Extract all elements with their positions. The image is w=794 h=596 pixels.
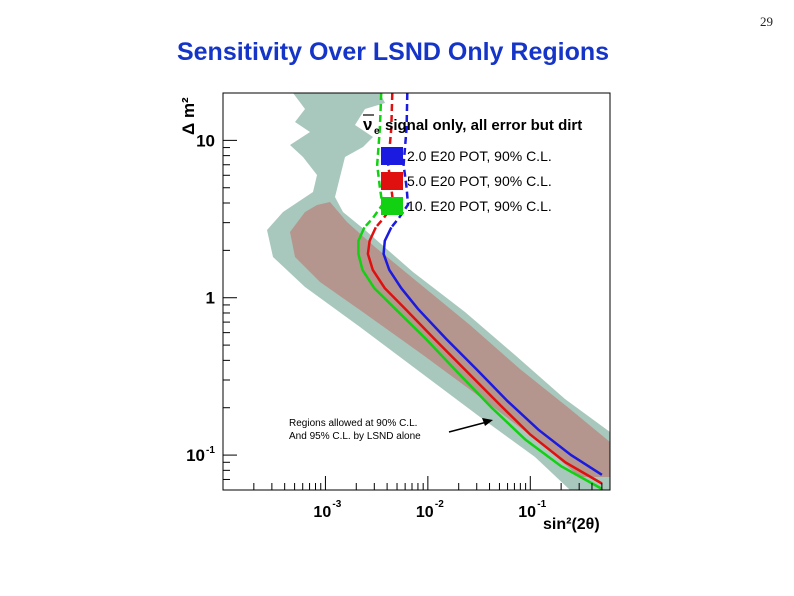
series-line-1-dashed [390,92,410,229]
y-tick-label-3: 10 [196,131,215,150]
x-tick-label-1: 10 [313,504,331,521]
annotation: Regions allowed at 90% C.L. And 95% C.L.… [289,418,493,442]
plot-title: ν e signal only, all error but dirt [363,114,582,137]
y-axis-label: Δ m² [179,97,198,135]
legend-label-1: 2.0 E20 POT, 90% C.L. [407,148,552,164]
legend-swatch-green [381,197,403,215]
annotation-line-1: Regions allowed at 90% C.L. [289,418,417,429]
series-line-1 [382,226,603,476]
legend-label-2: 5.0 E20 POT, 90% C.L. [407,173,552,189]
series-line-3 [357,226,603,490]
series-line-3-dashed [363,92,384,229]
plot-title-sub: e [374,126,380,137]
annotation-line-2: And 95% C.L. by LSND alone [289,431,421,442]
plot-title-nu: ν [363,115,372,134]
legend-swatch-red [381,172,403,190]
lsnd-region-90 [290,202,610,477]
x-axis-label: sin²(2θ) [543,516,600,533]
x-tick-label-3: 10 [518,504,536,521]
x-tick-label-exp-1: -3 [332,499,341,510]
series-line-2 [366,226,603,485]
legend-swatch-blue [381,147,403,165]
x-tick-label-2: 10 [416,504,434,521]
y-tick-label-2: 1 [206,289,215,308]
x-tick-label-exp-2: -2 [435,499,444,510]
x-tick-label-exp-3: -1 [537,499,546,510]
series-layer [357,92,603,490]
y-tick-label-exp-1: -1 [206,445,215,456]
page-number: 29 [760,14,773,29]
annotation-arrow-shaft [448,421,488,433]
series-line-2-dashed [374,92,395,229]
plot-title-text: signal only, all error but dirt [385,117,582,134]
y-tick-label-1: 10 [186,446,205,465]
sensitivity-figure: 10 -3 10 -2 10 -1 -1 10 1 10 ν e signal only, all… [175,87,616,536]
y-axis-title: Δ m² [179,97,198,135]
legend: 2.0 E20 POT, 90% C.L. 5.0 E20 POT, 90% C… [381,147,552,215]
slide-title: Sensitivity Over LSND Only Regions [176,38,610,66]
annotation-arrow-head [482,418,493,426]
legend-label-3: 10. E20 POT, 90% C.L. [407,198,552,214]
plot-border [222,92,611,491]
